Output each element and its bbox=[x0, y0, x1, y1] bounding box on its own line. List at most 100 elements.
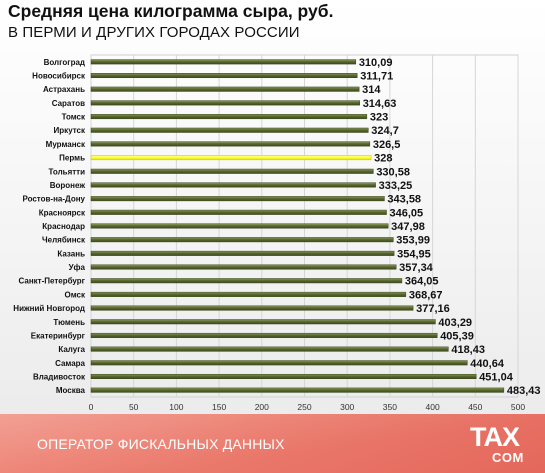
x-tick-label: 100 bbox=[169, 402, 183, 412]
bar bbox=[90, 319, 436, 325]
x-tick-label: 450 bbox=[468, 402, 482, 412]
category-label: Ростов-на-Дону bbox=[22, 195, 85, 204]
bar bbox=[90, 127, 369, 133]
value-label: 343,58 bbox=[387, 194, 421, 206]
bar-chart: Волгоград Новосибирск Астрахань Саратов Томс… bbox=[13, 54, 541, 412]
category-label: Челябинск bbox=[42, 236, 86, 245]
category-label: Владивосток bbox=[33, 372, 86, 381]
category-label: Саратов bbox=[52, 99, 85, 108]
bar bbox=[90, 86, 360, 92]
bar bbox=[90, 223, 389, 229]
bar-highlighted bbox=[90, 155, 372, 161]
category-label: Санкт-Петербург bbox=[19, 277, 86, 286]
value-label: 346,05 bbox=[390, 207, 424, 219]
bars bbox=[90, 59, 505, 393]
category-label: Нижний Новгород bbox=[13, 304, 85, 313]
value-label: 377,16 bbox=[416, 303, 450, 315]
value-label: 323 bbox=[370, 112, 388, 124]
x-tick-label: 350 bbox=[383, 402, 397, 412]
category-label: Калуга bbox=[58, 345, 85, 354]
bar bbox=[90, 264, 397, 270]
bar bbox=[90, 346, 449, 352]
bar bbox=[90, 182, 376, 188]
bar bbox=[90, 209, 387, 215]
value-label: 368,67 bbox=[409, 289, 443, 301]
footer-fold bbox=[0, 414, 545, 473]
bar bbox=[90, 168, 374, 174]
x-tick-label: 250 bbox=[297, 402, 311, 412]
logo-bottom-text: COM bbox=[492, 450, 524, 465]
category-label: Краснодар bbox=[42, 222, 85, 231]
category-label: Тюмень bbox=[53, 318, 85, 327]
taxcom-logo: TAX COM bbox=[470, 424, 532, 468]
value-label: 418,43 bbox=[451, 344, 485, 356]
category-label: Уфа bbox=[69, 263, 86, 272]
x-tick-label: 200 bbox=[255, 402, 269, 412]
value-label: 314 bbox=[362, 84, 381, 96]
category-label: Новосибирск bbox=[32, 72, 86, 81]
category-label: Астрахань bbox=[43, 85, 85, 94]
value-label: 405,39 bbox=[440, 330, 474, 342]
bar bbox=[90, 387, 505, 393]
category-label: Иркутск bbox=[54, 126, 86, 135]
bar bbox=[90, 237, 394, 243]
category-label: Самара bbox=[55, 359, 85, 368]
bar bbox=[90, 291, 407, 297]
value-label: 330,58 bbox=[376, 166, 410, 178]
value-label: 310,09 bbox=[359, 57, 393, 69]
bar bbox=[90, 141, 371, 147]
category-label: Тольятти bbox=[49, 167, 86, 176]
bar bbox=[90, 59, 357, 65]
bar bbox=[90, 278, 403, 284]
category-label: Красноярск bbox=[39, 208, 86, 217]
bar bbox=[90, 100, 360, 106]
x-tick-label: 150 bbox=[212, 402, 226, 412]
x-axis-ticks: 0 50 100 150 200 250 300 350 400 450 500 bbox=[89, 402, 526, 412]
bar bbox=[90, 196, 385, 202]
category-label: Волгоград bbox=[44, 58, 85, 67]
value-label: 357,34 bbox=[399, 262, 434, 274]
value-label: 314,63 bbox=[363, 98, 397, 110]
category-label: Москва bbox=[56, 386, 86, 395]
value-label: 324,7 bbox=[371, 125, 399, 137]
value-label: 326,5 bbox=[373, 139, 401, 151]
category-label: Екатеринбург bbox=[31, 331, 86, 340]
x-tick-label: 300 bbox=[340, 402, 354, 412]
bar bbox=[90, 373, 477, 379]
value-label: 403,29 bbox=[438, 317, 472, 329]
value-label: 333,25 bbox=[379, 180, 413, 192]
x-tick-label: 500 bbox=[511, 402, 525, 412]
logo-top-text: TAX bbox=[470, 422, 520, 452]
x-tick-label: 400 bbox=[426, 402, 440, 412]
bar bbox=[90, 73, 358, 79]
category-label: Казань bbox=[57, 249, 85, 258]
bar bbox=[90, 360, 468, 366]
footer-banner: ОПЕРАТОР ФИСКАЛЬНЫХ ДАННЫХ TAX COM bbox=[0, 414, 545, 473]
value-label: 353,99 bbox=[396, 235, 430, 247]
category-label: Омск bbox=[65, 290, 86, 299]
value-label: 311,71 bbox=[360, 71, 393, 83]
chart-subtitle: В ПЕРМИ И ДРУГИХ ГОРОДАХ РОССИИ bbox=[8, 24, 300, 41]
chart-title: Средняя цена килограмма сыра, руб. bbox=[8, 1, 334, 21]
x-tick-label: 0 bbox=[89, 402, 94, 412]
category-label: Томск bbox=[62, 113, 86, 122]
value-label: 483,43 bbox=[507, 385, 541, 397]
x-tick-label: 50 bbox=[129, 402, 139, 412]
bar bbox=[90, 305, 414, 311]
bar bbox=[90, 250, 395, 256]
category-label: Воронеж bbox=[50, 181, 86, 190]
bar bbox=[90, 114, 368, 120]
category-label: Пермь bbox=[59, 154, 85, 163]
operator-text: ОПЕРАТОР ФИСКАЛЬНЫХ ДАННЫХ bbox=[37, 436, 285, 452]
value-label: 364,05 bbox=[405, 276, 439, 288]
value-label: 440,64 bbox=[470, 358, 505, 370]
value-label: 354,95 bbox=[397, 248, 431, 260]
bar bbox=[90, 332, 438, 338]
value-label: 451,04 bbox=[479, 371, 514, 383]
category-labels: Волгоград Новосибирск Астрахань Саратов Томс… bbox=[13, 58, 86, 395]
category-label: Мурманск bbox=[46, 140, 86, 149]
value-label: 347,98 bbox=[391, 221, 425, 233]
value-label: 328 bbox=[374, 153, 392, 165]
